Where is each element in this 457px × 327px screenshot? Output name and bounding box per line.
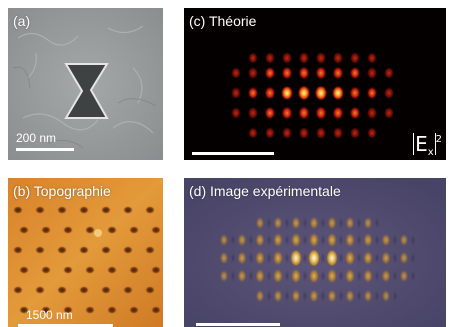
scale-bar-label: 1500 nm <box>26 308 73 322</box>
topography-image <box>8 178 163 327</box>
theory-panel: (c) Théorie Ex2 <box>184 8 446 160</box>
scale-bar <box>18 324 113 327</box>
field-exponent: 2 <box>435 134 442 145</box>
scale-bar <box>192 152 274 155</box>
experimental-image <box>184 178 446 327</box>
field-subscript: x <box>427 147 434 158</box>
sem-image <box>8 8 163 160</box>
panel-label: (c) Théorie <box>189 13 257 29</box>
panel-label: (a) <box>13 13 31 29</box>
bowtie-aperture <box>64 63 109 119</box>
scale-bar <box>16 148 74 151</box>
panel-label: (b) Topographie <box>13 183 111 199</box>
theory-field-map <box>184 8 446 160</box>
experimental-panel: (d) Image expérimentale <box>184 178 446 327</box>
topography-panel: (b) Topographie 1500 nm <box>8 178 163 327</box>
sem-image-panel: (a) 200 nm <box>8 8 163 160</box>
scale-bar <box>196 323 280 326</box>
field-intensity-label: Ex2 <box>413 132 442 158</box>
scale-bar-label: 200 nm <box>16 131 57 145</box>
panel-label: (d) Image expérimentale <box>189 183 341 199</box>
field-symbol: E <box>415 132 428 156</box>
